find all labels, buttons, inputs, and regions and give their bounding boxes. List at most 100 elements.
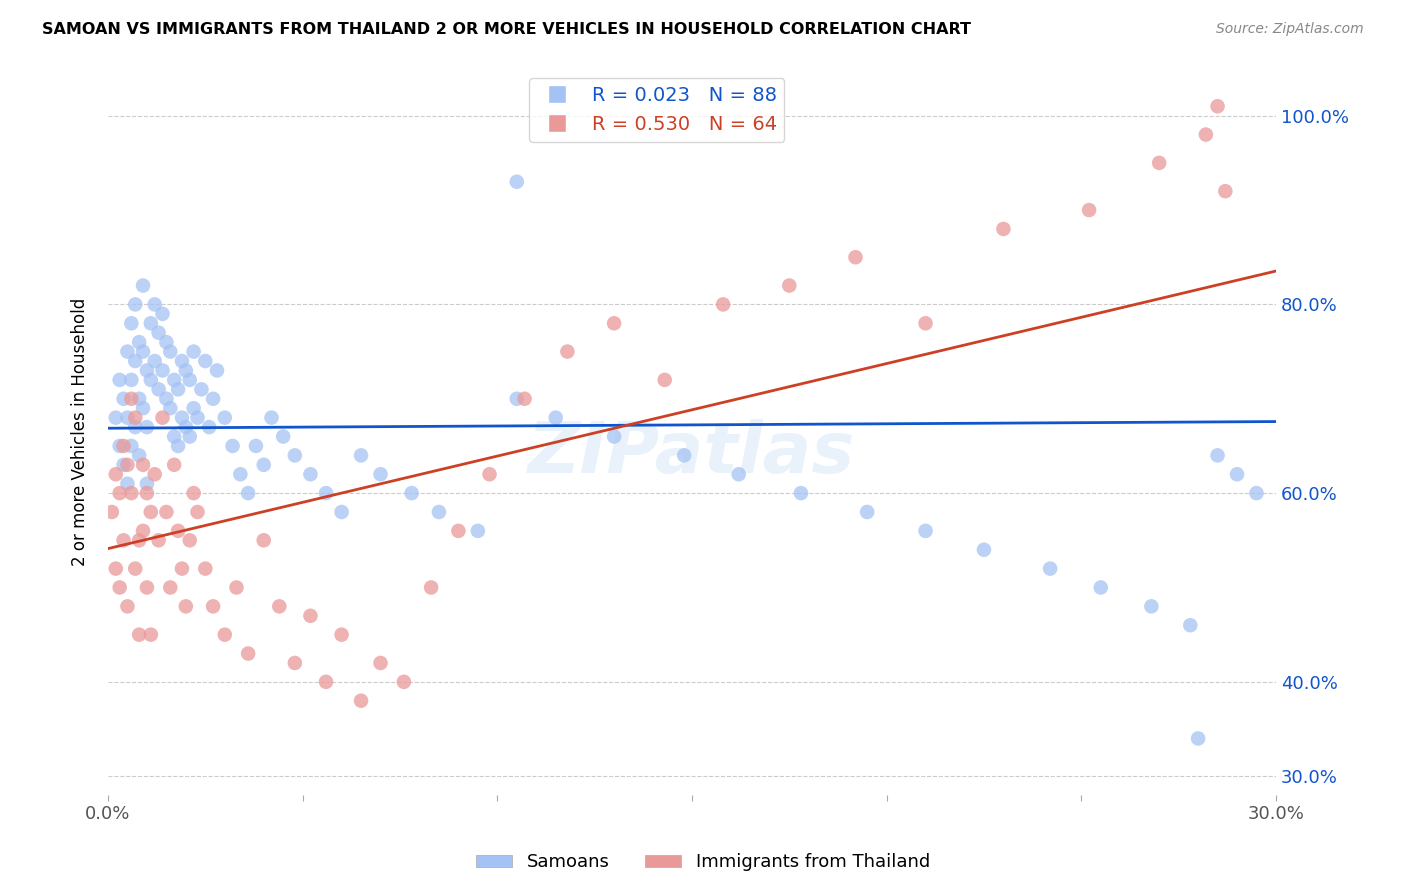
Point — [245, 439, 267, 453]
Point — [1246, 486, 1268, 500]
Point — [148, 326, 170, 340]
Point — [117, 476, 139, 491]
Point — [112, 533, 135, 548]
Point — [124, 420, 146, 434]
Point — [194, 354, 217, 368]
Point — [108, 486, 131, 500]
Point — [467, 524, 489, 538]
Point — [603, 316, 626, 330]
Point — [163, 373, 186, 387]
Legend: Samoans, Immigrants from Thailand: Samoans, Immigrants from Thailand — [468, 847, 938, 879]
Point — [179, 533, 201, 548]
Point — [104, 561, 127, 575]
Point — [299, 608, 322, 623]
Point — [299, 467, 322, 482]
Point — [108, 581, 131, 595]
Point — [1180, 618, 1202, 632]
Point — [1215, 184, 1237, 198]
Point — [108, 373, 131, 387]
Point — [603, 429, 626, 443]
Point — [117, 458, 139, 472]
Point — [350, 694, 373, 708]
Point — [350, 449, 373, 463]
Point — [124, 297, 146, 311]
Point — [112, 392, 135, 406]
Point — [1140, 599, 1163, 614]
Point — [112, 458, 135, 472]
Point — [128, 627, 150, 641]
Point — [174, 363, 197, 377]
Point — [112, 439, 135, 453]
Point — [478, 467, 501, 482]
Point — [104, 410, 127, 425]
Point — [159, 401, 181, 416]
Point — [401, 486, 423, 500]
Point — [132, 524, 155, 538]
Point — [1226, 467, 1249, 482]
Point — [152, 410, 174, 425]
Point — [1090, 581, 1112, 595]
Point — [155, 335, 177, 350]
Point — [155, 505, 177, 519]
Point — [427, 505, 450, 519]
Legend: R = 0.023   N = 88, R = 0.530   N = 64: R = 0.023 N = 88, R = 0.530 N = 64 — [530, 78, 785, 142]
Point — [370, 467, 392, 482]
Point — [236, 486, 259, 500]
Point — [148, 533, 170, 548]
Point — [128, 533, 150, 548]
Point — [163, 458, 186, 472]
Point — [420, 581, 443, 595]
Point — [205, 363, 228, 377]
Point — [143, 354, 166, 368]
Point — [139, 373, 162, 387]
Point — [315, 674, 337, 689]
Point — [229, 467, 252, 482]
Point — [104, 467, 127, 482]
Point — [190, 382, 212, 396]
Point — [135, 476, 157, 491]
Point — [1206, 99, 1229, 113]
Point — [135, 363, 157, 377]
Point — [214, 627, 236, 641]
Point — [727, 467, 749, 482]
Point — [790, 486, 813, 500]
Text: ZIPatlas: ZIPatlas — [529, 419, 856, 488]
Point — [148, 382, 170, 396]
Point — [135, 486, 157, 500]
Point — [128, 392, 150, 406]
Point — [170, 561, 193, 575]
Point — [914, 316, 936, 330]
Point — [163, 429, 186, 443]
Point — [120, 316, 142, 330]
Point — [778, 278, 800, 293]
Point — [101, 505, 124, 519]
Point — [557, 344, 579, 359]
Point — [236, 647, 259, 661]
Point — [271, 429, 294, 443]
Point — [120, 486, 142, 500]
Y-axis label: 2 or more Vehicles in Household: 2 or more Vehicles in Household — [72, 298, 89, 566]
Point — [132, 344, 155, 359]
Point — [284, 656, 307, 670]
Point — [914, 524, 936, 538]
Point — [844, 250, 866, 264]
Point — [152, 363, 174, 377]
Point — [155, 392, 177, 406]
Point — [1195, 128, 1218, 142]
Point — [202, 392, 225, 406]
Point — [143, 467, 166, 482]
Point — [128, 335, 150, 350]
Point — [447, 524, 470, 538]
Point — [198, 420, 221, 434]
Point — [170, 354, 193, 368]
Point — [124, 561, 146, 575]
Point — [225, 581, 247, 595]
Point — [183, 401, 205, 416]
Point — [253, 458, 276, 472]
Point — [269, 599, 291, 614]
Point — [711, 297, 734, 311]
Point — [183, 344, 205, 359]
Point — [186, 505, 208, 519]
Point — [330, 627, 353, 641]
Point — [170, 410, 193, 425]
